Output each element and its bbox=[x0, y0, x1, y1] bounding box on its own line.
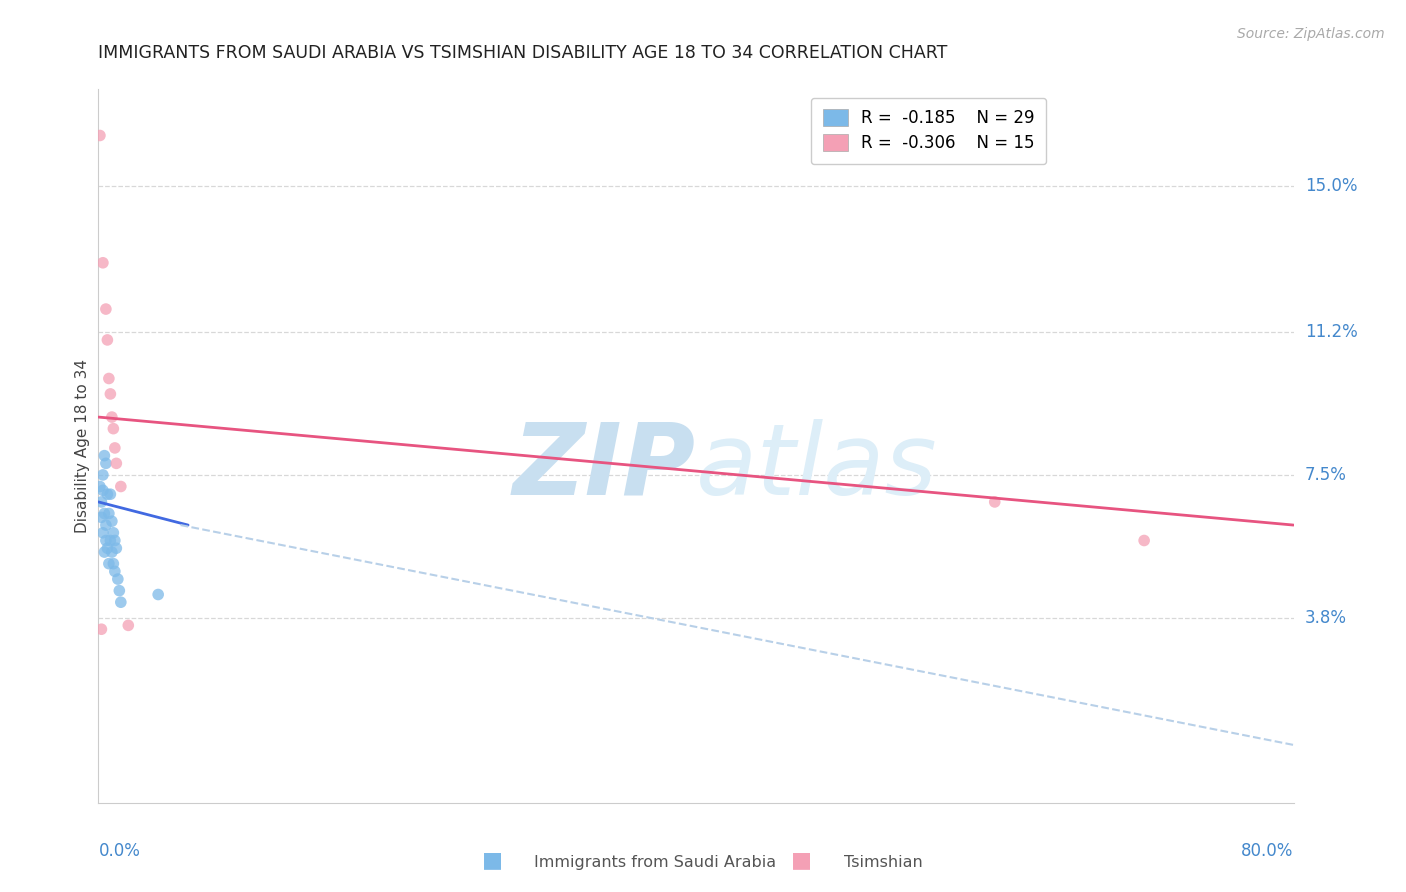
Text: 11.2%: 11.2% bbox=[1305, 323, 1357, 342]
Point bbox=[90, 622, 112, 636]
Point bbox=[94, 301, 117, 316]
Point bbox=[97, 507, 120, 521]
Point bbox=[103, 422, 125, 436]
Point bbox=[105, 541, 128, 556]
Point bbox=[148, 587, 170, 601]
Point bbox=[93, 449, 115, 463]
Point bbox=[90, 495, 112, 509]
Text: 15.0%: 15.0% bbox=[1305, 177, 1357, 194]
Text: 0.0%: 0.0% bbox=[98, 842, 141, 860]
Point bbox=[96, 333, 118, 347]
Point bbox=[91, 525, 114, 540]
Point bbox=[97, 557, 120, 571]
Point bbox=[89, 128, 111, 143]
Point bbox=[104, 565, 127, 579]
Text: atlas: atlas bbox=[696, 419, 938, 516]
Point bbox=[110, 595, 132, 609]
Text: ZIP: ZIP bbox=[513, 419, 696, 516]
Point bbox=[101, 545, 124, 559]
Legend: R =  -0.185    N = 29, R =  -0.306    N = 15: R = -0.185 N = 29, R = -0.306 N = 15 bbox=[811, 97, 1046, 164]
Point bbox=[96, 541, 118, 556]
Text: Tsimshian: Tsimshian bbox=[844, 855, 922, 870]
Point bbox=[983, 495, 1005, 509]
Point bbox=[103, 525, 125, 540]
Point bbox=[93, 507, 115, 521]
Text: Source: ZipAtlas.com: Source: ZipAtlas.com bbox=[1237, 27, 1385, 41]
Point bbox=[94, 533, 117, 548]
Point bbox=[93, 545, 115, 559]
Point bbox=[90, 510, 112, 524]
Text: 3.8%: 3.8% bbox=[1305, 608, 1347, 627]
Point bbox=[1133, 533, 1156, 548]
Point bbox=[104, 533, 127, 548]
Text: IMMIGRANTS FROM SAUDI ARABIA VS TSIMSHIAN DISABILITY AGE 18 TO 34 CORRELATION CH: IMMIGRANTS FROM SAUDI ARABIA VS TSIMSHIA… bbox=[98, 45, 948, 62]
Point bbox=[104, 441, 127, 455]
Point bbox=[101, 410, 124, 425]
Point bbox=[96, 487, 118, 501]
Point bbox=[108, 583, 131, 598]
Point bbox=[110, 479, 132, 493]
Point bbox=[117, 618, 139, 632]
Point bbox=[103, 557, 125, 571]
Text: 7.5%: 7.5% bbox=[1305, 466, 1347, 484]
Point bbox=[91, 467, 114, 482]
Point bbox=[105, 456, 128, 470]
Point bbox=[98, 533, 122, 548]
Point bbox=[98, 387, 122, 401]
Y-axis label: Disability Age 18 to 34: Disability Age 18 to 34 bbox=[75, 359, 90, 533]
Text: Immigrants from Saudi Arabia: Immigrants from Saudi Arabia bbox=[534, 855, 776, 870]
Text: ■: ■ bbox=[792, 850, 811, 870]
Point bbox=[91, 483, 114, 498]
Point bbox=[97, 371, 120, 385]
Point bbox=[89, 479, 111, 493]
Text: ■: ■ bbox=[482, 850, 502, 870]
Text: 80.0%: 80.0% bbox=[1241, 842, 1294, 860]
Point bbox=[94, 518, 117, 533]
Point bbox=[91, 256, 114, 270]
Point bbox=[107, 572, 129, 586]
Point bbox=[101, 514, 124, 528]
Point bbox=[94, 456, 117, 470]
Point bbox=[98, 487, 122, 501]
